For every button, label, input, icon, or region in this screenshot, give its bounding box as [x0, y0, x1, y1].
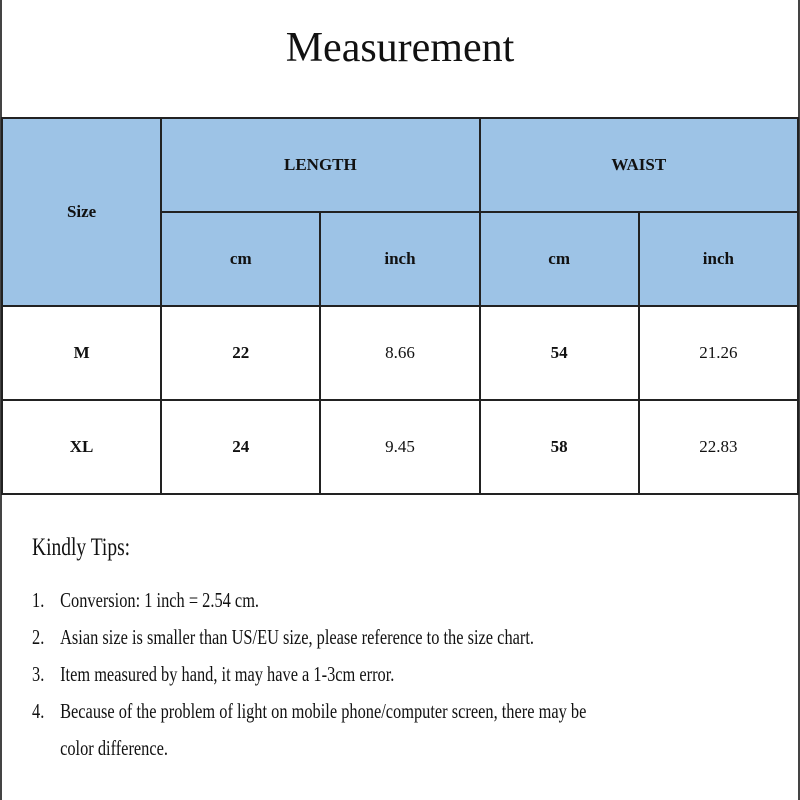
page-title: Measurement [285, 25, 515, 71]
cell-length-cm: 24 [160, 399, 322, 495]
tip-text: Item measured by hand, it may have a 1-3… [60, 662, 395, 686]
size-chart-table: Size LENGTH WAIST cm inch cm inch M 22 8… [0, 117, 800, 495]
tip-item: 1. Conversion: 1 inch = 2.54 cm. [32, 588, 586, 625]
header-waist: WAIST [478, 117, 800, 213]
table-row: XL 24 9.45 58 22.83 [0, 399, 800, 495]
cell-waist-cm: 54 [478, 305, 640, 401]
cell-length-cm: 22 [160, 305, 322, 401]
cell-waist-cm: 58 [478, 399, 640, 495]
header-unit: cm [478, 211, 640, 307]
cell-length-inch: 9.45 [319, 399, 481, 495]
tip-number: 3. [32, 662, 45, 686]
tip-item: 4. Because of the problem of light on mob… [32, 699, 586, 736]
cell-length-inch: 8.66 [319, 305, 481, 401]
tip-number: 1. [32, 588, 45, 612]
header-length: LENGTH [160, 117, 481, 213]
tip-item: 2. Asian size is smaller than US/EU size,… [32, 625, 586, 662]
table-row: M 22 8.66 54 21.26 [0, 305, 800, 401]
cell-size: M [0, 305, 163, 401]
header-unit: cm [160, 211, 322, 307]
tip-text: Asian size is smaller than US/EU size, p… [60, 625, 535, 649]
tips-section: Kindly Tips: 1. Conversion: 1 inch = 2.54… [32, 534, 586, 761]
header-size: Size [0, 117, 163, 307]
tip-text: Because of the problem of light on mobil… [60, 699, 587, 723]
header-unit: inch [637, 211, 800, 307]
tip-number: 2. [32, 625, 45, 649]
tip-text: Conversion: 1 inch = 2.54 cm. [60, 588, 260, 612]
tip-item: 3. Item measured by hand, it may have a 1… [32, 662, 586, 699]
tip-number: 4. [32, 699, 45, 723]
cell-waist-inch: 22.83 [637, 399, 800, 495]
header-unit: inch [319, 211, 481, 307]
tip-continuation: color difference. [60, 736, 169, 760]
cell-size: XL [0, 399, 163, 495]
tips-title: Kindly Tips: [32, 534, 131, 561]
cell-waist-inch: 21.26 [637, 305, 800, 401]
